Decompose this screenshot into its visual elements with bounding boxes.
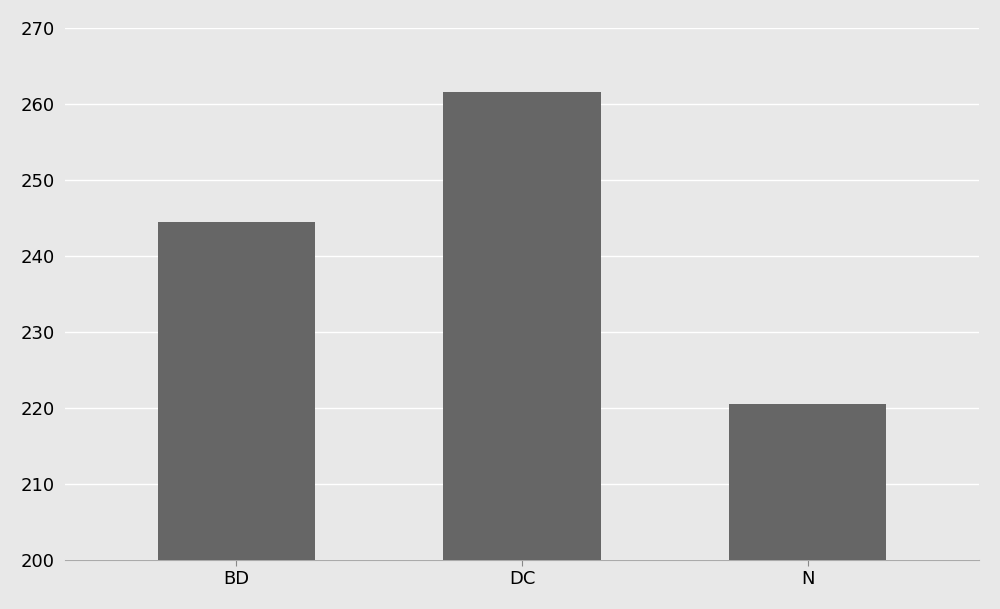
Bar bbox=[158, 222, 315, 560]
Bar bbox=[729, 404, 886, 560]
Bar bbox=[443, 93, 601, 560]
